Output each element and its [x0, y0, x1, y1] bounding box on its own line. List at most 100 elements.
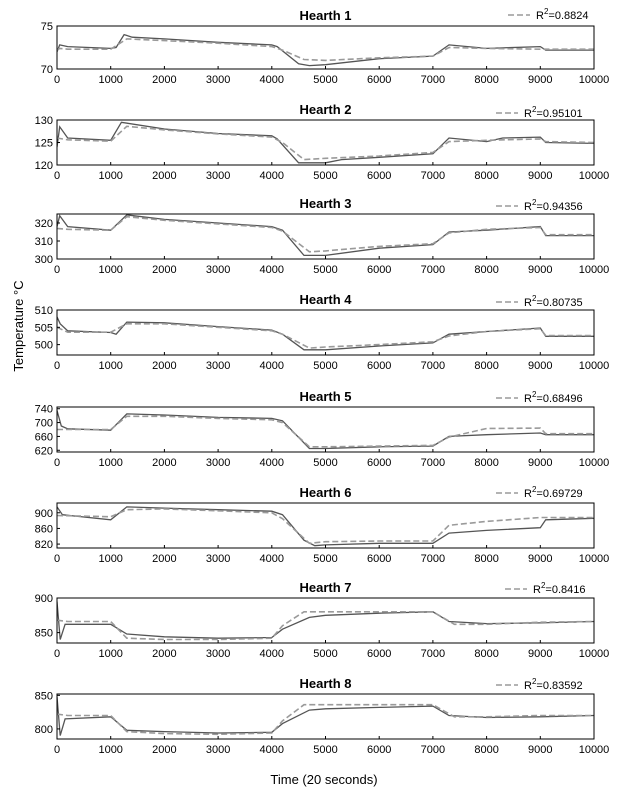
x-tick-label: 7000	[421, 264, 445, 276]
chart-title: Hearth 1	[299, 8, 351, 23]
chart-title: Hearth 6	[299, 485, 351, 500]
x-tick-label: 1000	[98, 744, 122, 756]
x-tick-label: 2000	[152, 457, 176, 469]
x-tick-label: 2000	[152, 648, 176, 660]
x-tick-label: 8000	[474, 553, 498, 565]
x-tick-label: 0	[54, 360, 60, 372]
actual-series-line	[57, 506, 594, 547]
plot-frame	[56, 213, 595, 260]
predicted-series-line	[57, 125, 594, 161]
legend-r2-symbol: R	[524, 108, 532, 120]
x-tick-label: 6000	[367, 264, 391, 276]
y-tick-label: 75	[41, 21, 53, 33]
legend-r2-symbol: R	[536, 10, 544, 22]
legend-r2-superscript: 2	[541, 581, 546, 590]
predicted-series-line	[57, 703, 594, 736]
legend-r2-text: R2=0.69729	[524, 485, 583, 500]
y-tick-label: 320	[35, 218, 53, 230]
x-tick-label: 6000	[367, 648, 391, 660]
legend-r2-value: =0.80735	[536, 297, 582, 309]
x-tick-label: 4000	[260, 457, 284, 469]
legend-r2-superscript: 2	[544, 7, 549, 16]
x-tick-label: 10000	[579, 74, 610, 86]
y-tick-label: 860	[35, 523, 53, 535]
x-tick-label: 9000	[528, 170, 552, 182]
legend-r2-text: R2=0.94356	[524, 198, 583, 213]
chart-panel: Hearth 7 0 1000 2000 3000 4000 5000 6000 7000 800…	[35, 580, 610, 660]
y-tick-label: 70	[41, 64, 53, 76]
legend-r2-symbol: R	[524, 201, 532, 213]
actual-series-line	[57, 601, 594, 640]
x-tick-label: 9000	[528, 744, 552, 756]
y-tick-label: 740	[35, 404, 53, 416]
legend-r2-superscript: 2	[532, 485, 537, 494]
predicted-series-line	[57, 38, 594, 62]
chart-title: Hearth 3	[299, 196, 351, 211]
x-tick-label: 0	[54, 457, 60, 469]
x-tick-label: 2000	[152, 744, 176, 756]
x-tick-label: 5000	[313, 360, 337, 372]
legend-r2-text: R2=0.8824	[536, 7, 588, 22]
x-tick-label: 4000	[260, 553, 284, 565]
x-tick-label: 10000	[579, 264, 610, 276]
x-tick-label: 5000	[313, 74, 337, 86]
legend-r2-value: =0.68496	[536, 393, 582, 405]
y-tick-label: 510	[35, 305, 53, 317]
x-tick-label: 10000	[579, 553, 610, 565]
x-tick-label: 7000	[421, 170, 445, 182]
y-tick-label: 660	[35, 431, 53, 443]
x-tick-label: 1000	[98, 170, 122, 182]
legend-r2-value: =0.95101	[536, 108, 582, 120]
actual-series-line	[57, 316, 594, 351]
x-tick-label: 6000	[367, 457, 391, 469]
y-tick-label: 310	[35, 236, 53, 248]
y-tick-label: 130	[35, 115, 53, 127]
chart-panel: Hearth 1 0 1000 2000 3000 4000 5000 6000 7000 800…	[41, 7, 610, 86]
legend-r2-superscript: 2	[532, 677, 537, 686]
legend-r2-superscript: 2	[532, 294, 537, 303]
legend-r2-text: R2=0.83592	[524, 677, 583, 692]
actual-series-line	[57, 121, 594, 164]
x-tick-label: 8000	[474, 744, 498, 756]
x-tick-label: 5000	[313, 264, 337, 276]
x-tick-label: 7000	[421, 360, 445, 372]
x-tick-label: 6000	[367, 553, 391, 565]
x-tick-label: 2000	[152, 264, 176, 276]
x-tick-label: 2000	[152, 170, 176, 182]
y-tick-label: 900	[35, 593, 53, 605]
x-tick-label: 3000	[206, 553, 230, 565]
x-tick-label: 5000	[313, 553, 337, 565]
x-tick-label: 9000	[528, 360, 552, 372]
chart-title: Hearth 8	[299, 676, 351, 691]
x-tick-label: 2000	[152, 360, 176, 372]
legend-r2-symbol: R	[524, 297, 532, 309]
legend-r2-text: R2=0.68496	[524, 390, 583, 405]
x-tick-label: 6000	[367, 744, 391, 756]
x-tick-label: 9000	[528, 457, 552, 469]
x-tick-label: 1000	[98, 648, 122, 660]
x-tick-label: 7000	[421, 74, 445, 86]
y-tick-label: 500	[35, 340, 53, 352]
x-tick-label: 4000	[260, 170, 284, 182]
x-tick-label: 5000	[313, 170, 337, 182]
x-tick-label: 1000	[98, 360, 122, 372]
x-tick-label: 3000	[206, 648, 230, 660]
x-tick-label: 10000	[579, 744, 610, 756]
legend-r2-superscript: 2	[532, 198, 537, 207]
predicted-series-line	[57, 508, 594, 545]
x-tick-label: 3000	[206, 74, 230, 86]
x-tick-label: 9000	[528, 648, 552, 660]
legend-r2-value: =0.83592	[536, 680, 582, 692]
x-tick-label: 10000	[579, 457, 610, 469]
x-tick-label: 8000	[474, 74, 498, 86]
y-tick-label: 900	[35, 508, 53, 520]
x-tick-label: 0	[54, 648, 60, 660]
chart-title: Hearth 2	[299, 102, 351, 117]
y-tick-label: 505	[35, 322, 53, 334]
actual-series-line	[57, 214, 594, 257]
x-tick-label: 4000	[260, 744, 284, 756]
x-tick-label: 0	[54, 744, 60, 756]
y-tick-label: 820	[35, 539, 53, 551]
legend-r2-superscript: 2	[532, 105, 537, 114]
